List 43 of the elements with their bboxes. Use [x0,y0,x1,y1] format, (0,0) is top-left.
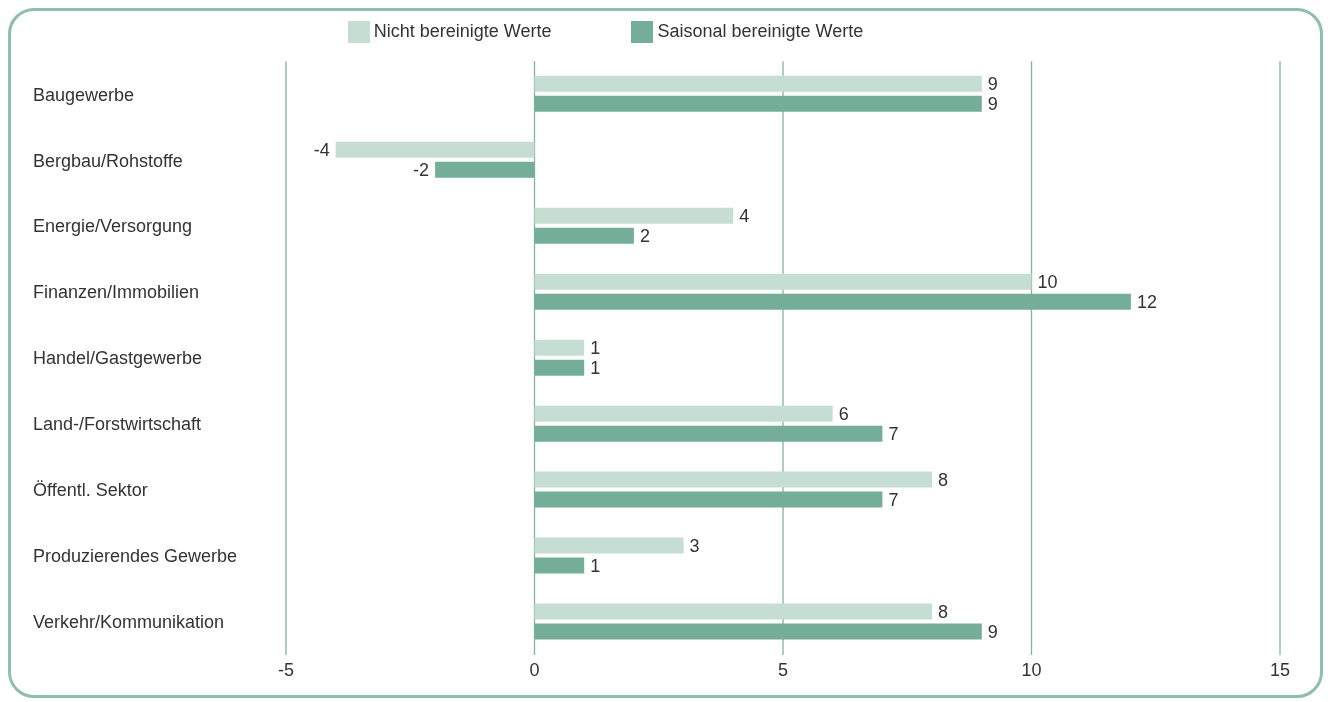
bar [534,537,684,554]
data-label: 9 [987,74,998,95]
y-tick-label: Verkehr/Kommunikation [33,612,225,633]
bar [534,471,933,488]
x-tick-label: 15 [1269,659,1291,680]
data-label: -2 [413,160,430,181]
y-tick-label: Baugewerbe [33,84,135,105]
x-tick-label: 10 [1021,659,1042,680]
y-tick-label: Energie/Versorgung [33,216,193,237]
legend-label: Nicht bereinigte Werte [373,21,552,41]
legend-label: Saisonal bereinigte Werte [657,21,864,41]
x-tick-label: -5 [277,659,295,680]
data-label: 7 [888,423,899,444]
data-label: 8 [938,601,949,622]
bar [534,273,1032,290]
bar [534,603,933,620]
bar [534,339,585,356]
data-label: 4 [739,206,750,227]
data-label: 1 [590,555,601,576]
y-tick-label: Handel/Gastgewerbe [33,348,203,369]
data-label: 8 [938,469,949,490]
bar [335,141,535,158]
data-label: 3 [689,535,700,556]
x-tick-label: 0 [529,659,540,680]
bar [534,207,734,224]
data-label: 1 [590,357,601,378]
data-label: 6 [838,403,849,424]
y-tick-label: Bergbau/Rohstoffe [33,150,183,171]
x-tick-label: 5 [777,659,789,680]
bar [534,75,982,92]
y-tick-label: Land-/Forstwirtschaft [33,414,202,435]
data-label: 10 [1037,271,1058,292]
data-label: 9 [987,621,998,642]
data-label: -4 [313,140,330,161]
data-label: 1 [590,337,601,358]
y-tick-label: Produzierendes Gewerbe [33,546,238,567]
data-label: 9 [987,94,998,115]
data-label: 2 [639,226,650,247]
data-label: 7 [888,489,899,510]
y-tick-label: Finanzen/Immobilien [33,282,200,303]
bar [534,405,833,422]
y-tick-label: Öffentl. Sektor [33,480,148,501]
data-label: 12 [1136,291,1157,312]
